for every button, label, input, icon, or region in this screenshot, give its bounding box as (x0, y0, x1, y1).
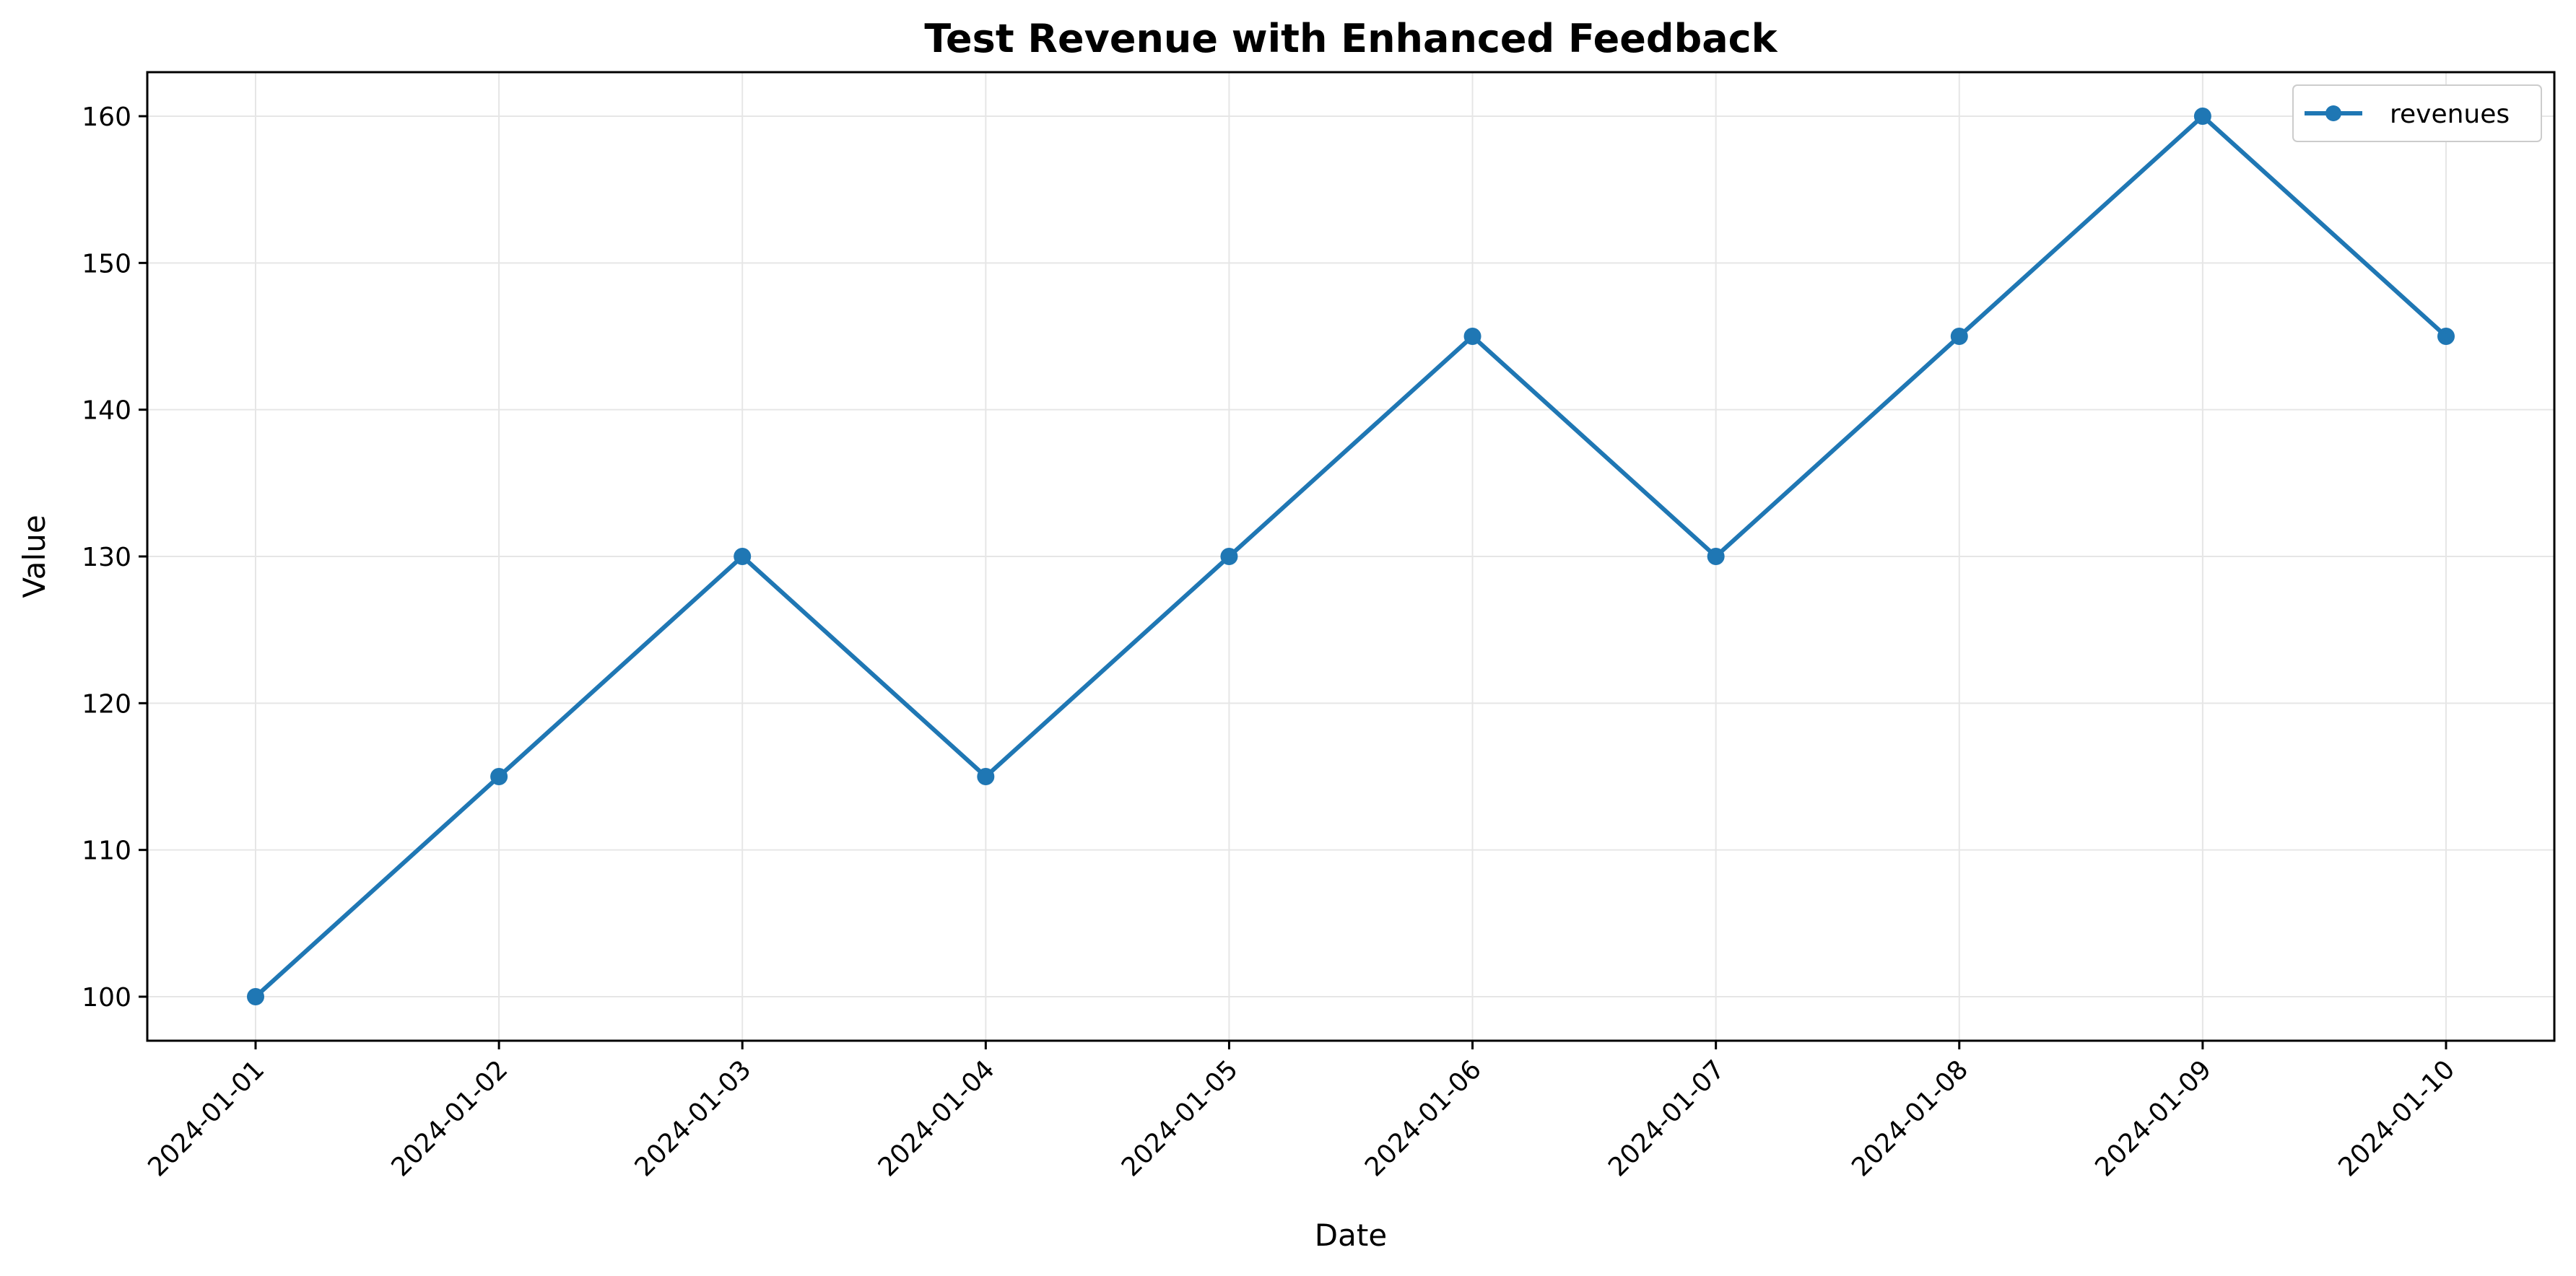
x-tick-label: 2024-01-10 (2333, 1054, 2460, 1182)
x-axis-label: Date (1315, 1218, 1387, 1253)
data-point (2437, 328, 2455, 345)
x-tick-label: 2024-01-09 (2089, 1054, 2217, 1182)
x-tick-label: 2024-01-03 (630, 1054, 757, 1182)
x-tick-label: 2024-01-02 (386, 1054, 514, 1182)
grid-lines (147, 72, 2554, 1041)
y-tick-label: 120 (82, 689, 131, 719)
y-axis-label: Value (17, 515, 52, 598)
x-tick-label: 2024-01-07 (1603, 1054, 1731, 1182)
x-axis-ticks: 2024-01-01 2024-01-02 2024-01-03 2024-01-04… (142, 1041, 2460, 1182)
y-tick-label: 130 (82, 543, 131, 572)
series-layer (247, 108, 2455, 1005)
y-tick-label: 140 (82, 396, 131, 426)
chart-title: Test Revenue with Enhanced Feedback (924, 16, 1777, 61)
series-line-revenues (253, 114, 2448, 999)
data-point (490, 768, 508, 785)
x-tick-label: 2024-01-01 (142, 1054, 270, 1182)
y-tick-label: 150 (82, 249, 131, 279)
x-tick-label: 2024-01-04 (873, 1054, 1001, 1182)
legend-label-revenues: revenues (2390, 100, 2510, 129)
y-tick-label: 100 (82, 983, 131, 1013)
y-tick-label: 110 (82, 836, 131, 866)
y-axis-ticks: 100 110 120 130 140 150 160 (82, 102, 147, 1013)
y-tick-label: 160 (82, 102, 131, 132)
data-point (734, 548, 752, 565)
legend-marker (2325, 105, 2341, 121)
x-tick-label: 2024-01-08 (1846, 1054, 1974, 1182)
legend-box (2292, 84, 2542, 142)
data-point (1707, 548, 1725, 565)
x-tick-label: 2024-01-06 (1359, 1054, 1487, 1182)
data-point (1463, 328, 1481, 345)
x-tick-label: 2024-01-05 (1116, 1054, 1244, 1182)
data-point (247, 988, 264, 1005)
data-point (2193, 108, 2211, 125)
legend: revenues (2292, 84, 2542, 142)
data-point (1950, 328, 1968, 345)
data-point (977, 768, 995, 785)
data-point (1220, 548, 1238, 565)
